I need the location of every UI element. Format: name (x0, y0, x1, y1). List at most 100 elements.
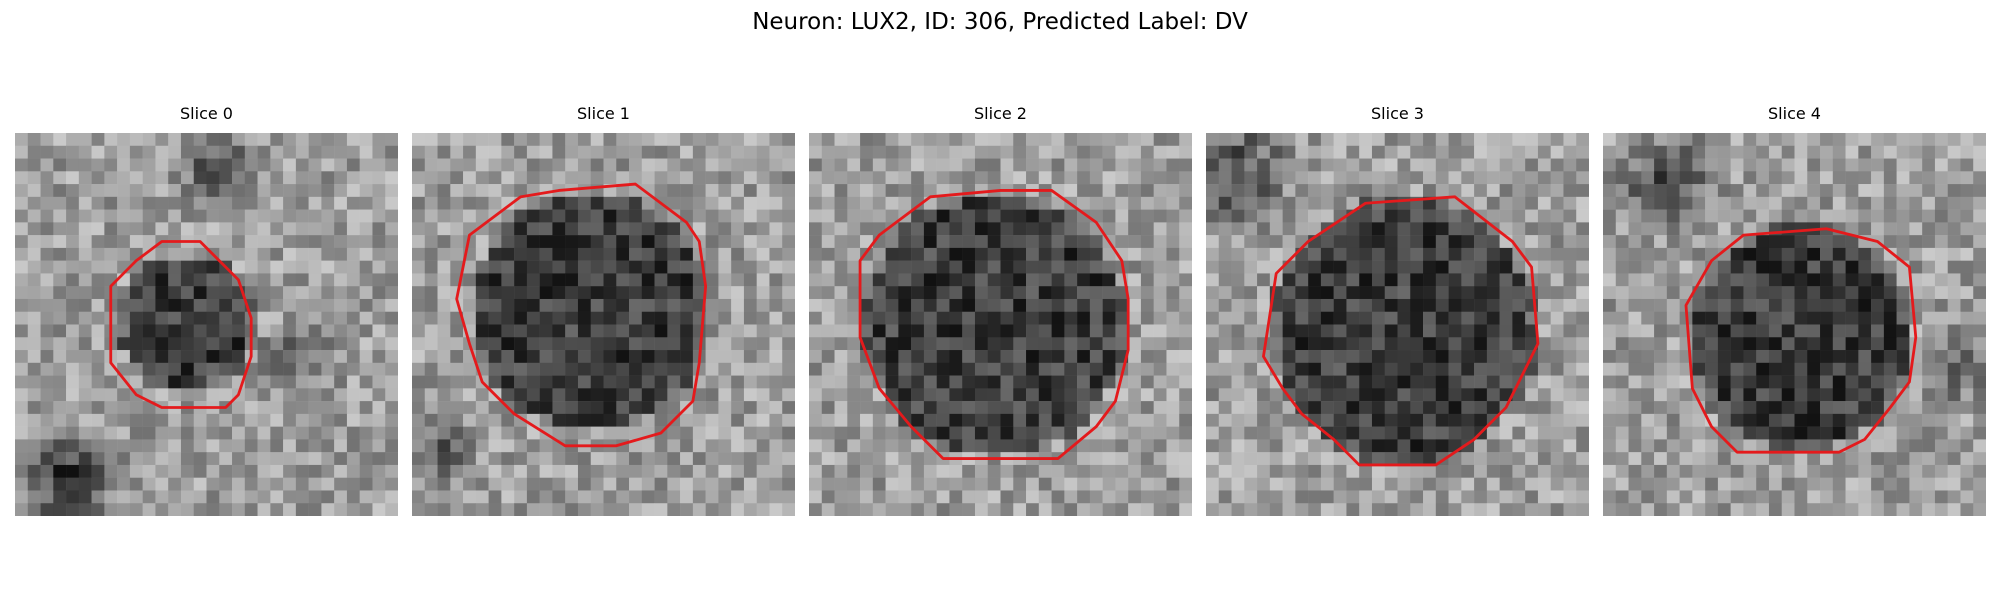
pixel-cell (577, 273, 591, 287)
pixel-cell (1973, 158, 1986, 172)
pixel-cell (1461, 184, 1475, 198)
pixel-cell (1486, 477, 1500, 491)
pixel-cell (66, 171, 80, 185)
pixel-cell (1474, 145, 1488, 159)
pixel-cell (424, 464, 438, 478)
pixel-cell (53, 209, 67, 223)
pixel-cell (1140, 490, 1154, 504)
pixel-cell (1000, 413, 1014, 427)
pixel-cell (1973, 490, 1986, 504)
pixel-cell (1705, 337, 1719, 351)
pixel-cell (1858, 247, 1872, 261)
pixel-cell (962, 133, 976, 147)
pixel-cell (1179, 413, 1192, 427)
pixel-cell (501, 452, 515, 466)
pixel-cell (463, 439, 477, 453)
pixel-cell (1807, 196, 1821, 210)
pixel-cell (488, 145, 502, 159)
pixel-cell (40, 362, 54, 376)
pixel-cell (692, 337, 706, 351)
pixel-cell (1051, 209, 1065, 223)
pixel-cell (872, 171, 886, 185)
pixel-cell (1140, 286, 1154, 300)
pixel-cell (437, 273, 451, 287)
pixel-cell (860, 222, 874, 236)
pixel-cell (66, 464, 80, 478)
pixel-cell (232, 171, 246, 185)
pixel-cell (1308, 273, 1322, 287)
pixel-cell (885, 375, 899, 389)
pixel-cell (705, 337, 719, 351)
pixel-cell (1973, 464, 1986, 478)
pixel-cell (1934, 184, 1948, 198)
pixel-cell (1537, 235, 1551, 249)
pixel-cell (308, 158, 322, 172)
pixel-cell (155, 503, 169, 516)
pixel-cell (1308, 286, 1322, 300)
pixel-cell (974, 413, 988, 427)
pixel-cell (1641, 196, 1655, 210)
pixel-cell (424, 388, 438, 402)
pixel-cell (1550, 388, 1564, 402)
pixel-cell (359, 464, 373, 478)
pixel-cell (1320, 401, 1334, 415)
pixel-cell (463, 375, 477, 389)
pixel-cell (463, 311, 477, 325)
pixel-cell (1153, 452, 1167, 466)
pixel-cell (911, 235, 925, 249)
pixel-cell (15, 311, 29, 325)
pixel-cell (680, 286, 694, 300)
pixel-cell (78, 171, 92, 185)
pixel-cell (1064, 426, 1078, 440)
pixel-cell (974, 477, 988, 491)
neuron-contour (1684, 227, 1918, 454)
pixel-cell (117, 158, 131, 172)
pixel-cell (821, 171, 835, 185)
pixel-cell (769, 133, 783, 147)
pixel-cell (526, 311, 540, 325)
pixel-cell (308, 222, 322, 236)
slice-panel-0: Slice 0 (15, 104, 398, 520)
pixel-cell (104, 426, 118, 440)
pixel-cell (1537, 413, 1551, 427)
pixel-cell (603, 145, 617, 159)
pixel-cell (1102, 171, 1116, 185)
pixel-cell (346, 503, 360, 516)
pixel-cell (809, 464, 823, 478)
pixel-cell (1947, 452, 1961, 466)
pixel-cell (1820, 171, 1834, 185)
pixel-cell (847, 286, 861, 300)
pixel-cell (308, 452, 322, 466)
pixel-cell (1026, 273, 1040, 287)
pixel-cell (616, 464, 630, 478)
pixel-cell (1654, 133, 1668, 147)
pixel-cell (142, 337, 156, 351)
pixel-cell (1461, 388, 1475, 402)
pixel-cell (577, 503, 591, 516)
pixel-cell (1397, 439, 1411, 453)
pixel-cell (616, 337, 630, 351)
pixel-cell (1257, 260, 1271, 274)
pixel-cell (1576, 350, 1589, 364)
pixel-cell (834, 362, 848, 376)
pixel-cell (1269, 133, 1283, 147)
pixel-cell (180, 426, 194, 440)
pixel-cell (1128, 324, 1142, 338)
pixel-cell (66, 298, 80, 312)
pixel-cell (590, 196, 604, 210)
pixel-cell (1153, 196, 1167, 210)
pixel-cell (1346, 413, 1360, 427)
pixel-cell (514, 401, 528, 415)
pixel-cell (987, 235, 1001, 249)
pixel-cell (1244, 311, 1258, 325)
pixel-cell (334, 184, 348, 198)
pixel-cell (1244, 286, 1258, 300)
pixel-cell (219, 235, 233, 249)
pixel-cell (1115, 503, 1129, 516)
pixel-cell (1858, 209, 1872, 223)
pixel-cell (1064, 401, 1078, 415)
pixel-cell (974, 235, 988, 249)
pixel-cell (1871, 209, 1885, 223)
pixel-cell (1768, 247, 1782, 261)
pixel-cell (1153, 222, 1167, 236)
